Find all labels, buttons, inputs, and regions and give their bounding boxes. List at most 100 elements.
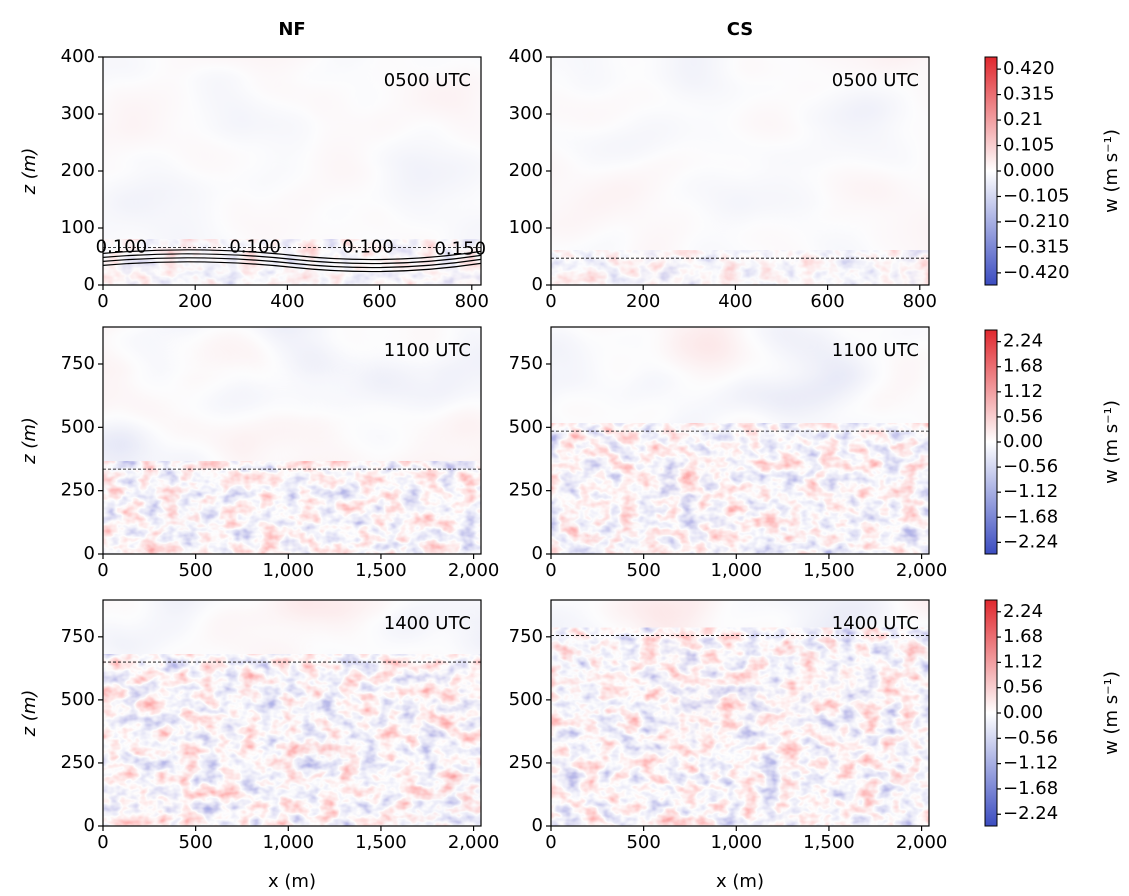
y-tick-label: 400 — [61, 46, 95, 67]
x-tick-label: 1,000 — [263, 560, 315, 581]
y-tick-label: 0 — [532, 815, 543, 836]
field — [103, 327, 481, 554]
colorbar-tick-label: 1.12 — [1003, 651, 1043, 672]
contour-label: 0.100 — [342, 236, 394, 257]
colorbar-tick-label: −1.68 — [1003, 506, 1058, 527]
x-tick-label: 800 — [903, 291, 937, 312]
colorbar-tick-label: 0.420 — [1003, 58, 1055, 79]
colorbar-tick-label: −2.24 — [1003, 803, 1058, 824]
field — [103, 600, 481, 826]
contour — [103, 257, 481, 269]
x-tick-label: 800 — [455, 291, 489, 312]
y-tick-label: 750 — [509, 626, 543, 647]
y-tick-label: 100 — [61, 217, 95, 238]
y-tick-label: 0 — [84, 274, 95, 295]
contour — [103, 253, 481, 265]
contour — [103, 261, 481, 273]
field — [551, 57, 929, 285]
colorbar-tick-label: 0.315 — [1003, 84, 1055, 105]
y-tick-label: 0 — [532, 543, 543, 564]
time-label: 0500 UTC — [384, 70, 471, 91]
y-tick-label: 250 — [61, 480, 95, 501]
colorbar-tick-label: 2.24 — [1003, 601, 1043, 622]
colorbar-tick-label: −1.12 — [1003, 481, 1058, 502]
bl-field — [551, 250, 929, 285]
column-title: NF — [278, 19, 305, 40]
y-tick-label: 300 — [61, 103, 95, 124]
x-tick-label: 400 — [270, 291, 304, 312]
x-tick-label: 600 — [362, 291, 396, 312]
time-label: 1400 UTC — [832, 613, 919, 634]
y-axis-label: z (m) — [19, 690, 40, 738]
colorbar-tick-label: 0.105 — [1003, 135, 1055, 156]
y-tick-label: 200 — [61, 160, 95, 181]
y-tick-label: 750 — [61, 353, 95, 374]
field — [551, 600, 929, 826]
colorbar-tick-label: −0.315 — [1003, 236, 1070, 257]
colorbar-label: w (m s⁻¹) — [1101, 400, 1122, 484]
x-tick-label: 500 — [626, 560, 660, 581]
x-tick-label: 500 — [178, 560, 212, 581]
frame — [550, 326, 930, 555]
y-tick-label: 500 — [61, 689, 95, 710]
x-axis-label: x (m) — [268, 871, 316, 892]
colorbar-tick-label: −0.105 — [1003, 185, 1070, 206]
x-tick-label: 1,500 — [803, 832, 855, 853]
time-label: 0500 UTC — [832, 70, 919, 91]
y-tick-label: 0 — [84, 543, 95, 564]
y-tick-label: 200 — [509, 160, 543, 181]
contour-label: 0.100 — [96, 236, 148, 257]
colorbar-tick-label: −0.420 — [1003, 262, 1070, 283]
y-tick-label: 400 — [509, 46, 543, 67]
frame — [102, 326, 482, 555]
y-axis-label: z (m) — [19, 148, 40, 196]
x-tick-label: 1,500 — [355, 560, 407, 581]
x-tick-label: 200 — [626, 291, 660, 312]
colorbar-tick-label: −0.210 — [1003, 211, 1070, 232]
y-tick-label: 250 — [509, 752, 543, 773]
x-tick-label: 0 — [97, 291, 108, 312]
colorbar-tick-label: −2.24 — [1003, 531, 1058, 552]
x-tick-label: 0 — [97, 832, 108, 853]
colorbar-tick-label: 0.00 — [1003, 702, 1043, 723]
colorbar-tick-label: 0.56 — [1003, 677, 1043, 698]
y-tick-label: 100 — [509, 217, 543, 238]
colorbar-tick-label: 1.68 — [1003, 626, 1043, 647]
y-tick-label: 0 — [532, 274, 543, 295]
y-tick-label: 500 — [61, 416, 95, 437]
colorbar-tick-label: −0.56 — [1003, 727, 1058, 748]
x-tick-label: 2,000 — [448, 832, 500, 853]
colorbar-tick-label: −1.12 — [1003, 753, 1058, 774]
y-tick-label: 250 — [509, 480, 543, 501]
colorbar-label: w (m s⁻¹) — [1101, 129, 1122, 213]
contour — [103, 249, 481, 261]
colorbar-tick-label: −1.68 — [1003, 778, 1058, 799]
x-tick-label: 1,500 — [803, 560, 855, 581]
bl-field — [103, 654, 481, 826]
x-tick-label: 1,000 — [263, 832, 315, 853]
y-tick-label: 750 — [509, 353, 543, 374]
y-tick-label: 300 — [509, 103, 543, 124]
x-tick-label: 200 — [178, 291, 212, 312]
y-tick-label: 250 — [61, 752, 95, 773]
x-tick-label: 400 — [718, 291, 752, 312]
colorbar — [984, 56, 998, 286]
colorbar-tick-label: 2.24 — [1003, 331, 1043, 352]
y-tick-label: 500 — [509, 416, 543, 437]
contour-label: 0.100 — [229, 236, 281, 257]
y-tick-label: 500 — [509, 689, 543, 710]
x-tick-label: 2,000 — [896, 832, 948, 853]
y-axis-label: z (m) — [19, 417, 40, 465]
x-tick-label: 0 — [545, 291, 556, 312]
x-tick-label: 0 — [545, 560, 556, 581]
upper-field — [551, 57, 929, 285]
bl-field — [551, 423, 929, 554]
colorbar-tick-label: 0.21 — [1003, 109, 1043, 130]
colorbar-tick-label: 0.000 — [1003, 160, 1055, 181]
x-tick-label: 1,000 — [711, 560, 763, 581]
bl-field — [103, 461, 481, 554]
field — [103, 57, 481, 285]
colorbar — [984, 329, 998, 555]
contour-label: 0.150 — [434, 239, 486, 260]
